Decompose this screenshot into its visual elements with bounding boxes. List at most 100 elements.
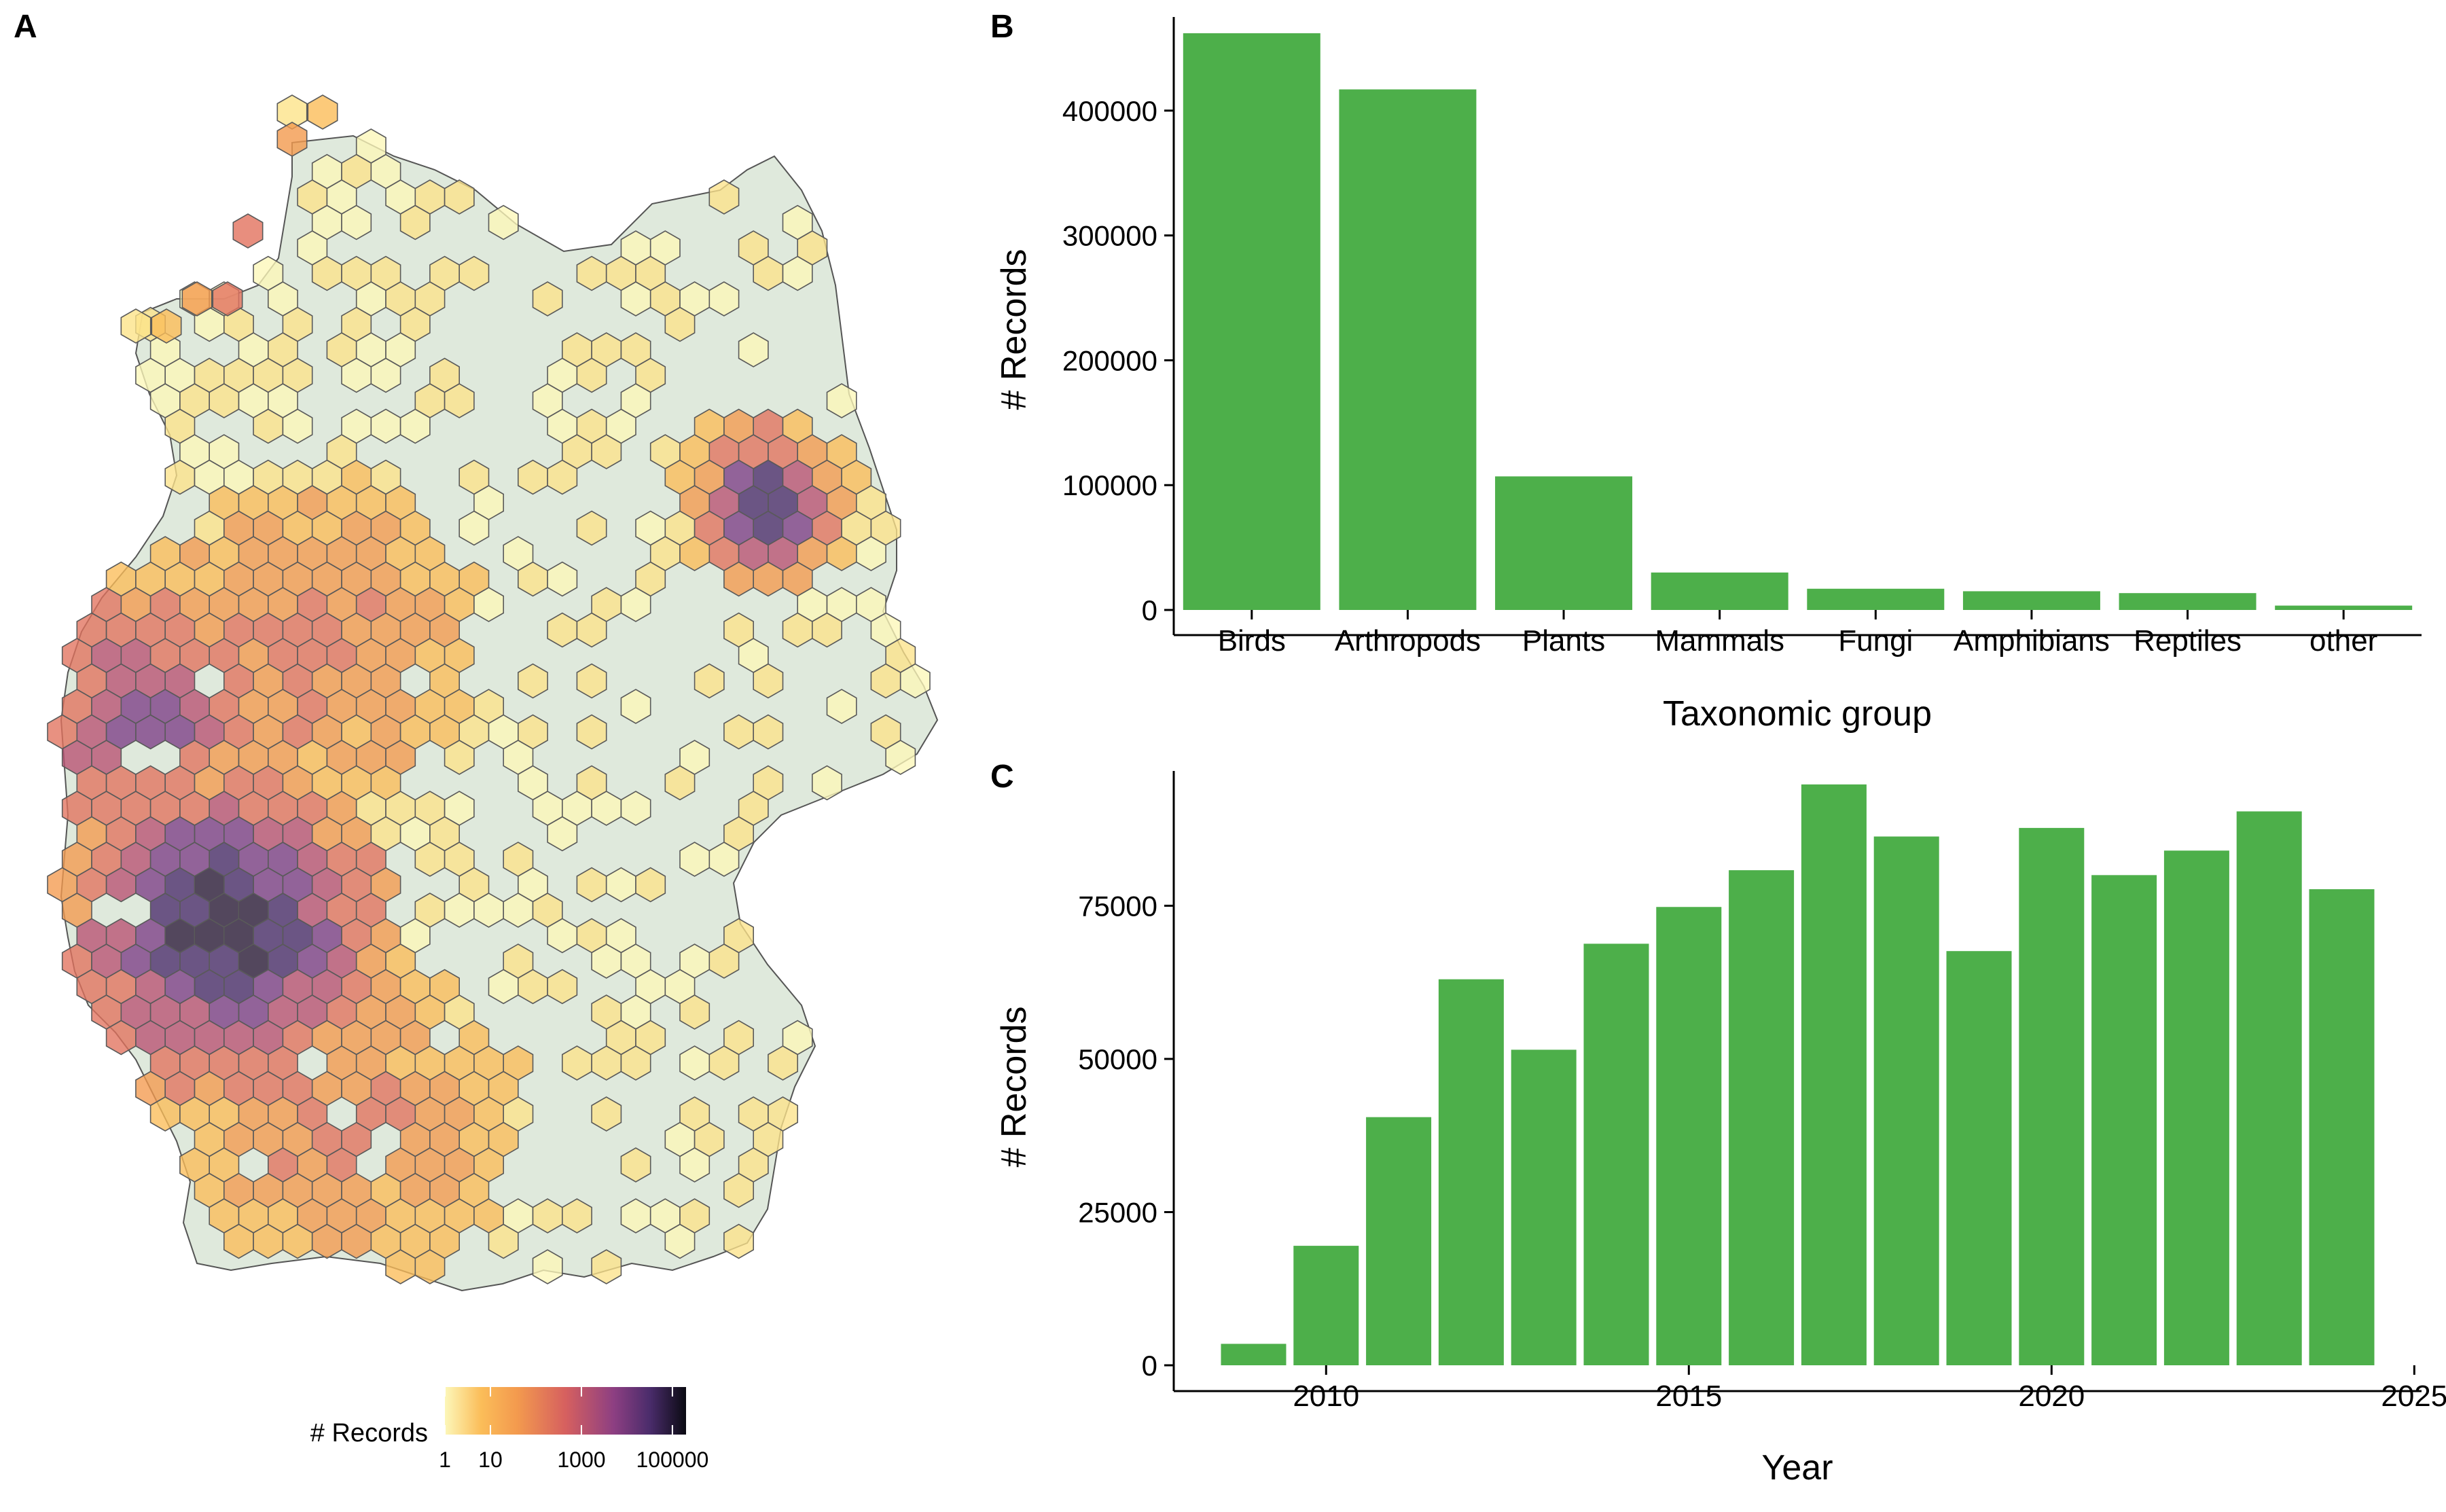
hex-cell: [768, 1045, 798, 1081]
c-bar-2016: [1729, 870, 1795, 1365]
b-x-tick-label: Mammals: [1655, 624, 1784, 658]
c-bar-2018: [1873, 836, 1939, 1365]
hex-cell: [576, 612, 607, 648]
b-bar-plants: [1495, 476, 1633, 610]
hex-cell: [708, 842, 740, 877]
hex-cell: [591, 1096, 622, 1132]
legend-colorbar: [445, 1387, 686, 1435]
hex-cell: [532, 1249, 563, 1284]
hex-cell: [232, 213, 264, 249]
hex-cell: [547, 561, 578, 597]
legend-tick-label: 10: [478, 1447, 503, 1472]
c-bar-2020: [2019, 827, 2085, 1365]
hex-cell: [812, 612, 842, 648]
c-bar-2009: [1221, 1344, 1287, 1365]
b-y-tick-label: 100000: [1062, 469, 1157, 501]
c-bar-2023: [2236, 811, 2302, 1365]
hex-cell: [620, 1147, 651, 1183]
hex-cell: [708, 179, 740, 215]
hex-cell: [151, 308, 182, 344]
hex-cell: [181, 281, 213, 317]
b-x-ticks: Birds Arthropods Plants Mammals Fungi Amphibi…: [1218, 610, 2377, 658]
c-x-ticks: 2010 2015 2020 2025: [1293, 1365, 2446, 1413]
hex-cell: [532, 281, 563, 317]
c-x-tick-label: 2015: [1655, 1380, 1722, 1413]
bar-chart-taxonomic-group: 0 100000 200000 300000 400000 Birds Arthropod…: [994, 17, 2422, 734]
hex-cell: [576, 510, 607, 546]
b-x-tick-label: Amphibians: [1954, 624, 2110, 658]
b-x-tick-label: Reptiles: [2134, 624, 2242, 658]
c-x-tick-label: 2010: [1293, 1380, 1359, 1413]
hex-cell: [782, 255, 813, 291]
c-bar-2024: [2309, 889, 2375, 1365]
c-y-tick-label: 50000: [1078, 1043, 1157, 1075]
hex-cell: [723, 1223, 754, 1259]
c-bar-2014: [1583, 943, 1649, 1365]
b-bar-fungi: [1807, 588, 1945, 610]
hex-cell: [620, 689, 651, 724]
c-y-axis-label: # Records: [994, 1007, 1034, 1168]
hex-cell: [620, 587, 651, 622]
hex-cell: [518, 663, 548, 699]
c-x-tick-label: 2025: [2381, 1380, 2446, 1413]
c-x-tick-label: 2020: [2018, 1380, 2085, 1413]
hex-cell: [812, 765, 842, 801]
c-bar-2010: [1293, 1246, 1359, 1365]
hex-cell: [679, 994, 711, 1030]
hex-cell: [723, 1172, 754, 1208]
hex-cell: [591, 434, 622, 469]
hex-cell: [282, 408, 313, 444]
hex-cell: [899, 663, 931, 699]
panel-label-c: C: [990, 759, 1014, 795]
hex-cell: [591, 1249, 622, 1284]
hex-cell: [576, 714, 607, 750]
hex-cell: [547, 459, 578, 495]
hex-cell: [694, 663, 725, 699]
c-bar-2013: [1511, 1049, 1577, 1365]
hex-layer: [47, 94, 931, 1284]
map-legend: # Records 1 10 1000 100000: [310, 1387, 708, 1472]
bar-chart-year: 0 25000 50000 75000 2010 2015 2020 2025 Year #…: [994, 771, 2446, 1488]
panel-label-a: A: [14, 9, 37, 45]
legend-ticks: 1 10 1000 100000: [439, 1387, 708, 1472]
b-bar-other: [2275, 605, 2413, 610]
hex-cell: [620, 791, 651, 826]
b-x-tick-label: Birds: [1218, 624, 1286, 658]
hex-cell: [473, 587, 504, 622]
hex-cell: [488, 204, 519, 240]
b-y-tick-label: 400000: [1062, 95, 1157, 127]
hex-cell: [885, 740, 916, 775]
c-y-tick-label: 0: [1142, 1350, 1157, 1382]
hex-cell: [414, 1249, 446, 1284]
b-bar-reptiles: [2119, 593, 2256, 610]
b-bars: [1183, 33, 2413, 610]
hexbin-map: # Records 1 10 1000 100000: [47, 94, 939, 1472]
hex-cell: [307, 94, 338, 130]
hex-cell: [399, 204, 431, 240]
c-bar-2011: [1366, 1117, 1432, 1365]
hex-cell: [341, 204, 372, 240]
c-x-axis-label: Year: [1761, 1448, 1833, 1488]
b-y-tick-label: 0: [1142, 594, 1157, 626]
hex-cell: [562, 1198, 592, 1234]
b-x-tick-label: Plants: [1522, 624, 1605, 658]
legend-tick-label: 1: [439, 1447, 451, 1472]
c-bar-2012: [1438, 979, 1504, 1365]
hex-cell: [635, 867, 666, 903]
b-bar-mammals: [1651, 572, 1788, 610]
hex-cell: [547, 969, 578, 1005]
c-bar-2019: [1946, 951, 2012, 1365]
c-bar-2022: [2163, 850, 2229, 1365]
legend-tick-label: 1000: [557, 1447, 605, 1472]
b-x-tick-label: Fungi: [1838, 624, 1913, 658]
b-x-axis-label: Taxonomic group: [1663, 694, 1932, 734]
hex-cell: [576, 663, 607, 699]
hex-cell: [212, 281, 243, 317]
hex-cell: [753, 714, 784, 750]
hex-cell: [679, 1147, 711, 1183]
hex-cell: [664, 306, 696, 342]
hex-cell: [826, 383, 857, 418]
hex-cell: [708, 281, 740, 317]
hex-cell: [576, 357, 607, 393]
